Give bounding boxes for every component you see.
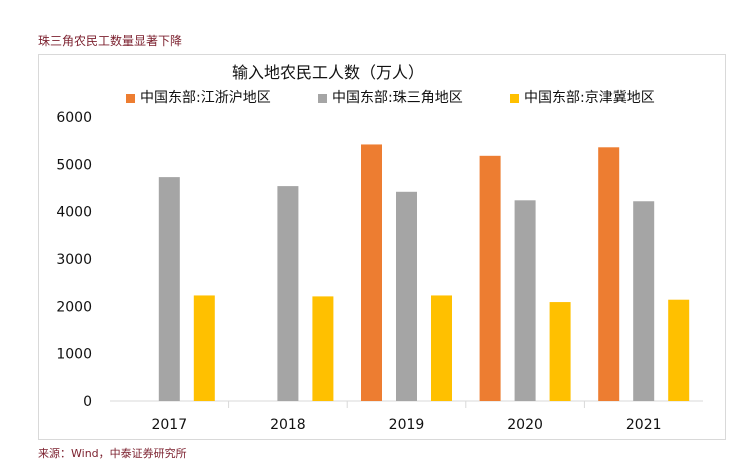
legend-label-3: 中国东部:京津冀地区 bbox=[524, 90, 655, 106]
x-tick-label-2020: 2020 bbox=[507, 417, 543, 433]
bar-2020-series-2 bbox=[514, 200, 536, 401]
bar-2017-series-3 bbox=[193, 295, 215, 401]
x-tick-label-2018: 2018 bbox=[270, 417, 306, 433]
bar-2018-series-2 bbox=[277, 186, 299, 401]
bar-2019-series-1 bbox=[361, 144, 382, 401]
bar-2020-series-1 bbox=[479, 155, 501, 401]
bar-2017-series-2 bbox=[158, 177, 180, 401]
legend-swatch-2 bbox=[318, 94, 327, 103]
legend-label-1: 中国东部:江浙沪地区 bbox=[140, 90, 271, 106]
bar-2021-series-2 bbox=[633, 201, 655, 401]
bar-2019-series-2 bbox=[396, 191, 417, 401]
legend-label-2: 中国东部:珠三角地区 bbox=[332, 90, 463, 106]
source-note: 来源：Wind，中泰证券研究所 bbox=[38, 447, 187, 460]
y-tick-label-2: 2000 bbox=[56, 299, 92, 315]
bar-2021-series-1 bbox=[598, 147, 620, 401]
y-tick-label-0: 0 bbox=[83, 394, 92, 410]
y-tick-label-5: 5000 bbox=[56, 157, 92, 173]
bar-2019-series-3 bbox=[431, 295, 452, 401]
y-tick-label-4: 4000 bbox=[56, 205, 92, 221]
chart-title: 输入地农民工人数（万人） bbox=[232, 63, 424, 82]
x-tick-label-2017: 2017 bbox=[151, 417, 187, 433]
y-tick-label-1: 1000 bbox=[56, 347, 92, 363]
y-tick-label-3: 3000 bbox=[56, 252, 92, 268]
bar-2020-series-3 bbox=[549, 302, 571, 401]
x-tick-label-2019: 2019 bbox=[389, 417, 425, 433]
bar-2018-series-3 bbox=[312, 296, 334, 401]
bar-2021-series-3 bbox=[668, 299, 690, 401]
y-tick-label-6: 6000 bbox=[56, 110, 92, 126]
legend-swatch-1 bbox=[126, 94, 135, 103]
x-tick-label-2021: 2021 bbox=[626, 417, 662, 433]
legend-swatch-3 bbox=[510, 94, 519, 103]
figure-caption: 珠三角农民工数量显著下降 bbox=[38, 34, 183, 48]
